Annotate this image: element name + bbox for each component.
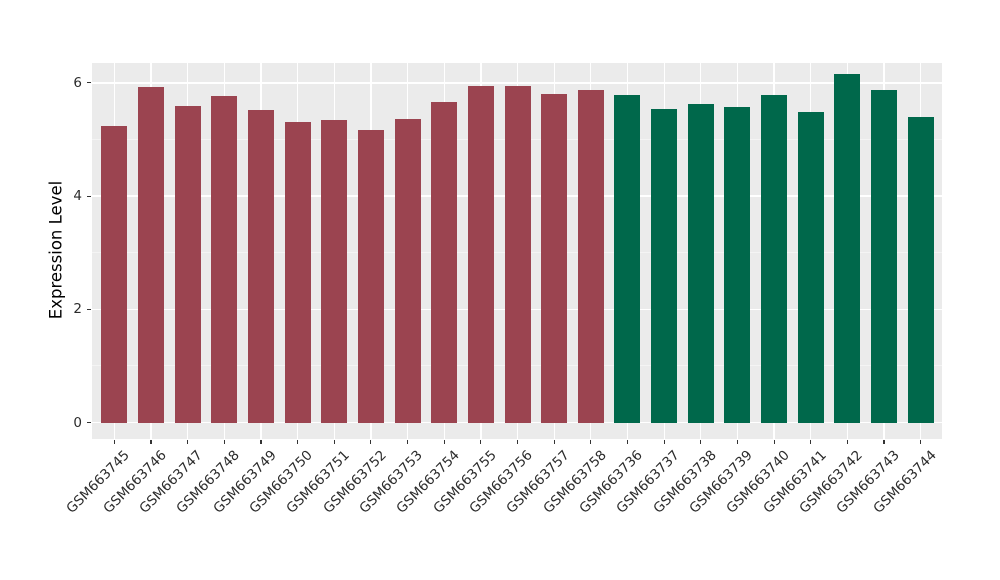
bar-GSM663744	[907, 116, 934, 423]
bar-GSM663754	[431, 102, 458, 423]
bar-GSM663757	[541, 94, 568, 423]
x-tick-mark	[443, 439, 445, 444]
x-tick-mark	[700, 439, 702, 444]
x-tick-mark	[810, 439, 812, 444]
x-tick-mark	[406, 439, 409, 444]
bar-GSM663753	[394, 119, 421, 423]
y-tick-label: 2	[73, 301, 82, 318]
x-tick-mark	[260, 439, 262, 444]
y-tick-mark	[87, 421, 91, 424]
x-tick-mark	[553, 439, 555, 444]
bar-GSM663750	[284, 121, 311, 423]
x-tick-mark	[150, 439, 152, 444]
bar-GSM663749	[247, 110, 274, 423]
bar-GSM663751	[321, 120, 348, 423]
x-tick-mark	[920, 439, 922, 444]
bar-GSM663743	[871, 89, 898, 423]
x-tick-mark	[296, 439, 299, 444]
bar-GSM663739	[724, 107, 751, 423]
x-tick-mark	[883, 439, 885, 444]
bar-GSM663745	[101, 125, 128, 423]
plot-panel	[92, 63, 942, 439]
bar-GSM663736	[614, 95, 641, 423]
x-tick-mark	[590, 439, 592, 444]
y-tick-label: 4	[73, 188, 82, 205]
y-tick-mark	[87, 82, 91, 84]
bar-GSM663741	[797, 111, 824, 423]
x-tick-mark	[773, 439, 775, 444]
bar-GSM663740	[761, 94, 788, 423]
x-tick-mark	[370, 439, 372, 444]
y-tick-mark	[87, 195, 91, 197]
x-tick-mark	[736, 439, 739, 444]
bar-GSM663742	[834, 73, 861, 423]
y-tick-label: 6	[73, 74, 82, 91]
x-tick-mark	[626, 439, 629, 444]
bar-GSM663737	[651, 108, 678, 423]
bar-GSM663756	[504, 85, 531, 423]
x-tick-mark	[187, 439, 189, 444]
y-tick-mark	[87, 308, 91, 310]
x-tick-mark	[223, 439, 225, 444]
bar-GSM663755	[467, 85, 494, 423]
x-tick-mark	[333, 439, 335, 444]
bar-GSM663758	[577, 90, 604, 423]
bar-GSM663748	[211, 95, 238, 423]
bar-GSM663752	[357, 129, 384, 423]
bar-GSM663746	[137, 86, 164, 423]
x-tick-mark	[846, 439, 849, 444]
x-tick-mark	[663, 439, 665, 444]
x-tick-mark	[480, 439, 482, 444]
bar-GSM663747	[174, 105, 201, 423]
x-tick-mark	[113, 439, 115, 444]
bar-GSM663738	[687, 103, 714, 423]
y-tick-label: 0	[73, 414, 82, 431]
x-tick-mark	[516, 439, 519, 444]
